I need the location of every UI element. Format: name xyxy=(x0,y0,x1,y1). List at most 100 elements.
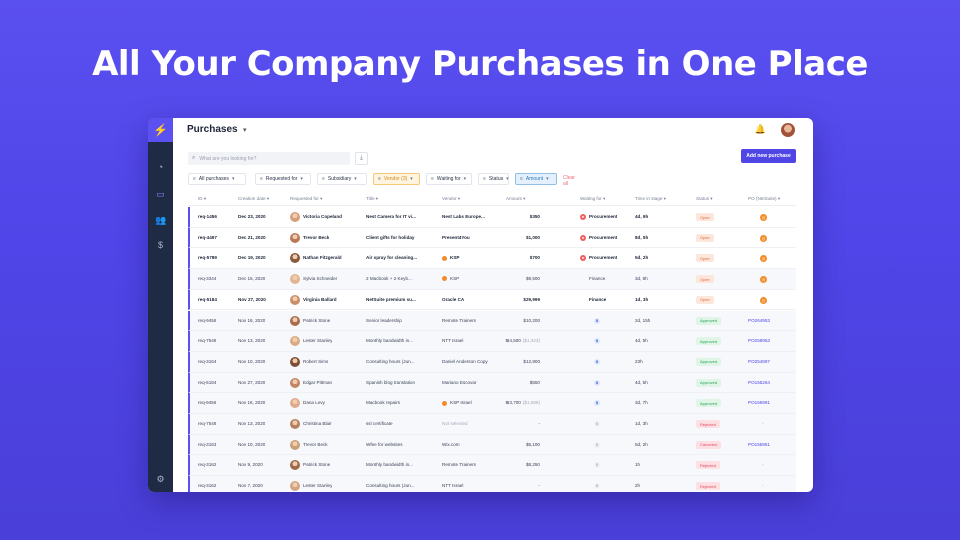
bell-icon[interactable]: 🔔 xyxy=(754,124,766,134)
sort-arrow-icon: ▾ xyxy=(521,196,526,201)
sort-arrow-icon: ▾ xyxy=(374,196,379,201)
cell-amount: - xyxy=(478,421,540,426)
sort-arrow-icon: ▾ xyxy=(776,196,781,201)
filter-icon: ≡ xyxy=(193,176,196,182)
column-header[interactable]: Creation date ▾ xyxy=(238,196,269,202)
table-row[interactable]: req-4497 Dec 21, 2020 Trevor Beck Client gi… xyxy=(188,227,796,249)
cell-title[interactable]: ssl certificate xyxy=(366,421,393,426)
cell-date: Dec 23, 2020 xyxy=(238,214,266,219)
cell-po[interactable]: PO155264 xyxy=(748,379,770,385)
table-row[interactable]: req-3164 Nov 10, 2020 Robert Sims Consultin… xyxy=(188,351,796,373)
cell-title[interactable]: Consulting hours (Jun... xyxy=(366,358,415,364)
page-title[interactable]: Purchases xyxy=(187,124,238,135)
filter-chip[interactable]: ≡ All purchases ▾ xyxy=(188,173,246,185)
filter-chip[interactable]: ≡ Waiting for ▾ xyxy=(426,173,472,185)
column-header[interactable]: PO (NetSuite) ▾ xyxy=(748,196,780,202)
chevron-down-icon[interactable]: ▾ xyxy=(243,127,247,134)
table-row[interactable]: req-3163 Nov 10, 2020 Trevor Beck Wfee for … xyxy=(188,434,796,456)
cell-title[interactable]: Wfee for websites xyxy=(366,441,403,447)
cell-title[interactable]: Consulting hours (Jun... xyxy=(366,483,415,489)
column-header[interactable]: Amount ▾ xyxy=(506,196,525,202)
column-label: Requested for xyxy=(290,196,319,201)
cell-date: Nov 16, 2020 xyxy=(238,317,266,323)
table-row[interactable]: req-5184 Nov 27, 2020 Edgar Pittman Spanish… xyxy=(188,372,796,394)
filter-chip[interactable]: ≡ Amount ▾ xyxy=(515,173,557,185)
cell-title[interactable]: NetSuite premium su... xyxy=(366,296,416,302)
cell-vendor: Daniel Anderson Copy xyxy=(442,359,504,364)
cell-title[interactable]: Air spray for cleaning... xyxy=(366,255,418,261)
purchases-icon[interactable]: ▭ xyxy=(156,189,165,199)
column-header[interactable]: Status ▾ xyxy=(696,196,713,202)
team-icon[interactable]: 👥 xyxy=(155,215,167,225)
table-row[interactable]: req-5184 Nov 27, 2020 Virginia Ballard NetS… xyxy=(188,289,796,311)
avatar[interactable] xyxy=(781,123,795,137)
cell-po[interactable]: PO264953 xyxy=(748,317,770,323)
column-label: Waiting for xyxy=(580,196,602,201)
column-label: Status xyxy=(696,196,710,201)
column-header[interactable]: Waiting for ▾ xyxy=(580,196,605,202)
netsuite-pending-icon: ◷ xyxy=(760,234,767,242)
table-row[interactable]: req-3162 Nov 7, 2020 Lester Stanley Consult… xyxy=(188,476,796,492)
table-row[interactable]: req-1456 Dec 23, 2020 Victoria Copeland Nes… xyxy=(188,207,796,228)
add-purchase-button[interactable]: Add new purchase xyxy=(741,149,796,163)
requester-avatar xyxy=(290,336,300,347)
filter-chip[interactable]: ≡ Requested for ▾ xyxy=(255,173,311,185)
column-header[interactable]: ID ▾ xyxy=(198,196,206,202)
cell-title[interactable]: Monthly bandwidth in... xyxy=(366,338,413,344)
vendor-logo-icon xyxy=(442,255,447,261)
download-icon[interactable]: ⤓ xyxy=(355,152,368,165)
logo-icon[interactable]: ⚡ xyxy=(148,118,173,142)
filter-chip[interactable]: ≡ Vendor (3) ▾ xyxy=(373,173,420,185)
sort-arrow-icon: ▾ xyxy=(601,196,606,201)
filter-chip[interactable]: ≡ Status ▾ xyxy=(478,173,509,185)
sort-arrow-icon: ▾ xyxy=(709,196,713,201)
amount-converted: ($1,323) xyxy=(522,338,540,344)
cell-title[interactable]: Nest Camera for IT vi... xyxy=(366,214,416,219)
cell-title[interactable]: Client gifts for holiday xyxy=(366,234,415,240)
cell-time-in-stage: 1h xyxy=(635,462,641,468)
settings-icon[interactable]: ⚙ xyxy=(156,474,165,484)
app-window: ⚡ ◔ ▭ 👥 $ ⚙ Purchases ▾ 🔔 ⌕ ⤓ Add new pu… xyxy=(148,118,813,492)
cell-amount: $8,250 xyxy=(478,462,540,467)
cell-time-in-stage: 1d, 3h xyxy=(635,296,649,302)
cell-title[interactable]: Monthly bandwidth in... xyxy=(366,462,413,468)
cell-po[interactable]: PO254887 xyxy=(748,358,770,364)
column-header[interactable]: Requested for ▾ xyxy=(290,196,322,202)
cell-po[interactable]: PO258953 xyxy=(748,338,770,344)
table-row[interactable]: req-5789 Dec 19, 2020 Nathan Fitzgerald Air… xyxy=(188,248,796,270)
cell-id: req-3163 xyxy=(198,441,217,447)
cell-title[interactable]: Senior leadership xyxy=(366,317,402,323)
cell-vendor: Wix.com xyxy=(442,442,504,447)
cell-id: req-3344 xyxy=(198,276,217,282)
cell-waiting: Procurement xyxy=(589,255,618,261)
column-header[interactable]: Title ▾ xyxy=(366,196,378,202)
search-box[interactable]: ⌕ xyxy=(188,152,350,165)
chart-icon[interactable]: ◔ xyxy=(157,162,164,172)
cell-po[interactable]: PO155991 xyxy=(748,400,770,406)
table-row[interactable]: req-3162 Nov 9, 2020 Patrick Stone Monthly … xyxy=(188,455,796,477)
cell-title[interactable]: Macbook repairs xyxy=(366,400,400,406)
requester-avatar xyxy=(290,377,300,388)
table-row[interactable]: req-7548 Nov 13, 2020 Lester Stanley Monthl… xyxy=(188,331,796,352)
cell-po[interactable]: PO155951 xyxy=(748,441,770,447)
amount-value: - xyxy=(538,421,540,426)
netsuite-pending-icon: ◷ xyxy=(760,214,767,221)
status-badge: Canceled xyxy=(696,440,721,449)
table-row[interactable]: req-3344 Dec 15, 2020 Sylvia Schneider 2 Ma… xyxy=(188,269,796,290)
table-row[interactable]: req-7548 Nov 13, 2020 Christina Blair ssl c… xyxy=(188,414,796,435)
requester-avatar xyxy=(290,481,300,492)
search-input[interactable] xyxy=(199,155,340,162)
requester-avatar xyxy=(290,460,300,471)
clear-all-link[interactable]: Clear all xyxy=(563,175,575,187)
cell-amount: $12,800 xyxy=(478,359,540,364)
money-icon[interactable]: $ xyxy=(157,240,163,250)
vendor-name: NTT Israel xyxy=(442,483,464,489)
cell-id: req-5184 xyxy=(198,379,217,385)
table-row[interactable]: req-9456 Nov 16, 2020 Dana Levy Macbook rep… xyxy=(188,393,796,414)
column-header[interactable]: Vendor ▾ xyxy=(442,196,460,202)
filter-chip[interactable]: ≡ Subsidiary ▾ xyxy=(317,173,367,185)
cell-title[interactable]: 2 Macbook + 2 Keyb... xyxy=(366,276,412,282)
column-header[interactable]: Time in stage ▾ xyxy=(635,196,666,202)
cell-title[interactable]: Spanish blog translation xyxy=(366,379,416,385)
table-row[interactable]: req-9456 Nov 16, 2020 Patrick Stone Senior … xyxy=(188,310,796,332)
